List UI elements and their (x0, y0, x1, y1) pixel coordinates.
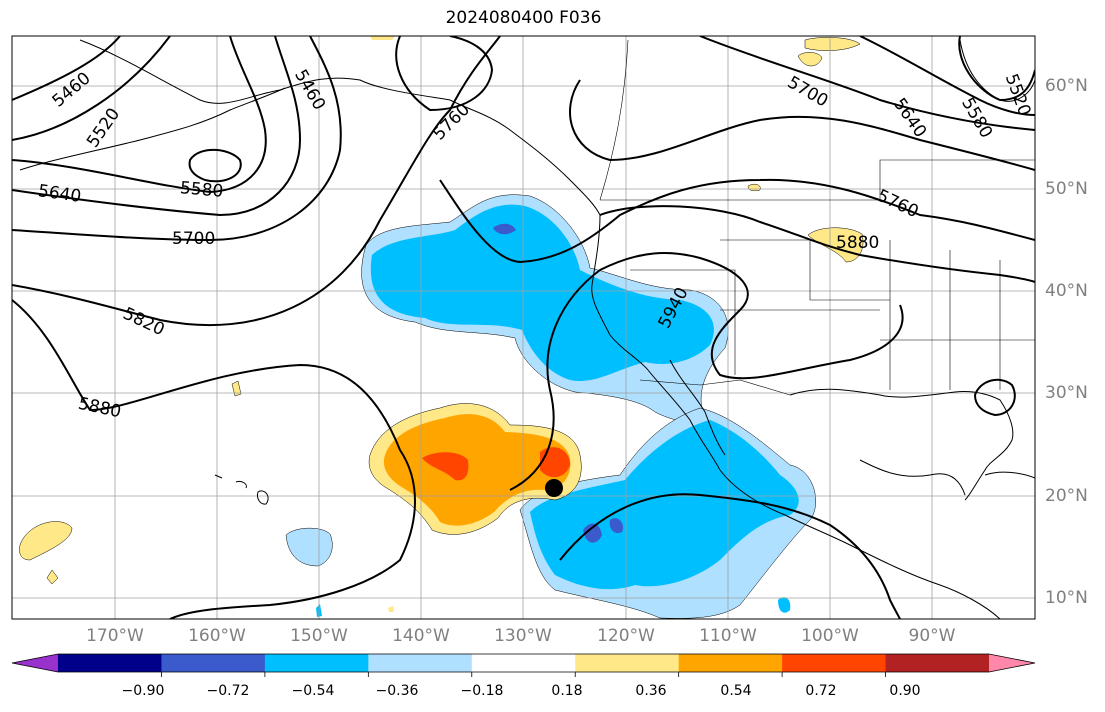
hawaii-3 (257, 490, 269, 505)
colorbar-tick-label: −0.18 (460, 683, 504, 699)
colorbar-extend-high (989, 654, 1035, 672)
contour-label-5700: 5700 (172, 229, 216, 249)
lon-label-170w: 170°W (86, 626, 144, 646)
pos-patch-2 (46, 569, 59, 585)
lat-label-60n: 60°N (1045, 76, 1088, 96)
colorbar-segment (471, 654, 576, 672)
colorbar-segment (368, 654, 473, 672)
pos-patch-6 (797, 52, 823, 67)
cuba (984, 471, 1035, 479)
colorbar-tick-label: −0.72 (206, 683, 250, 699)
neg-dark-spot-2 (583, 523, 602, 543)
colorbar-segment (161, 654, 266, 672)
map-title: 2024080400 F036 (445, 8, 602, 28)
lon-label-100w: 100°W (801, 626, 859, 646)
pos-patch-3 (231, 380, 242, 397)
pos-patch-8 (370, 36, 395, 40)
pos-patch-7 (747, 183, 761, 192)
colorbar-segments (58, 654, 990, 672)
pos-patch-1 (19, 521, 73, 561)
contour-5760 (395, 36, 494, 112)
colorbar-tick-label: −0.54 (291, 683, 335, 699)
lon-label-110w: 110°W (699, 626, 757, 646)
neg-med-spot-4 (778, 597, 791, 613)
neg-med-region-2 (530, 420, 799, 590)
colorbar-segment (782, 654, 887, 672)
contour-5580-east (859, 36, 1035, 116)
lon-label-90w: 90°W (908, 626, 956, 646)
colorbar-segment (264, 654, 369, 672)
gulf-of-california (669, 359, 726, 456)
storm-center-marker (545, 479, 563, 497)
contour-5940-ring (973, 378, 1016, 417)
map-frame (11, 35, 1036, 620)
gulf-coast (789, 388, 1014, 501)
colorbar-tick-label: 0.54 (720, 683, 752, 699)
contour-5580 (12, 36, 267, 194)
contour-5760-east (439, 178, 1035, 264)
neg-dark-spot-3 (609, 518, 624, 534)
lat-label-20n: 20°N (1045, 486, 1088, 506)
colorbar-tick-label: 0.36 (635, 683, 667, 699)
lon-label-150w: 150°W (290, 626, 348, 646)
contour-5700-east (569, 79, 1035, 171)
contour-label-5880-east: 5880 (836, 233, 880, 253)
contour-5520 (12, 36, 171, 141)
colorbar (11, 653, 1036, 677)
contour-5640-east (699, 36, 1035, 131)
shaded-fields (19, 36, 864, 619)
contour-5520-east (958, 36, 1035, 102)
neg-med-region-1 (370, 204, 714, 381)
contour-5940 (509, 252, 904, 491)
neg-light-region-3 (285, 527, 333, 567)
contour-5940-b (559, 493, 901, 619)
lon-label-120w: 120°W (597, 626, 655, 646)
contour-5880 (12, 299, 416, 619)
pos-med-region-1 (383, 414, 571, 526)
contour-5460 (12, 36, 121, 101)
contour-5700 (12, 36, 342, 242)
baja-mexico-coast (647, 369, 1001, 619)
colorbar-segment (575, 654, 680, 672)
colorbar-tick-label: −0.36 (375, 683, 419, 699)
colorbar-segment (885, 654, 990, 672)
lat-label-30n: 30°N (1045, 383, 1088, 403)
contour-5880-east (599, 205, 1035, 283)
pos-high-spot-1 (422, 452, 469, 481)
contour-5580-low (188, 148, 242, 183)
colorbar-segment (58, 654, 162, 672)
us-west-coast (591, 214, 649, 371)
yucatan (859, 459, 966, 496)
lat-label-50n: 50°N (1045, 179, 1088, 199)
lat-label-40n: 40°N (1045, 281, 1088, 301)
lon-label-130w: 130°W (494, 626, 552, 646)
contour-5820 (12, 36, 501, 327)
neg-dark-spot-1 (493, 223, 516, 235)
lon-label-140w: 140°W (392, 626, 450, 646)
hawaii-2 (235, 481, 247, 489)
colorbar-tick-label: 0.72 (805, 683, 837, 699)
hawaii-1 (214, 474, 223, 479)
political-borders (599, 39, 1035, 396)
colorbar-tick-label: 0.90 (889, 683, 921, 699)
colorbar-tick-label: −0.90 (121, 683, 165, 699)
pos-patch-5 (804, 37, 861, 51)
colorbar-segment (678, 654, 783, 672)
pos-high-spot-2 (540, 447, 570, 478)
contour-5640 (12, 36, 302, 217)
colorbar-tick-label: 0.18 (551, 683, 583, 699)
lon-label-160w: 160°W (188, 626, 246, 646)
contour-label-5580: 5580 (179, 178, 225, 202)
height-contours (12, 36, 1035, 619)
aleutians (19, 87, 286, 171)
pos-patch-9 (388, 606, 394, 612)
alaska-coast (79, 39, 601, 216)
lat-label-10n: 10°N (1045, 588, 1088, 608)
colorbar-extend-low (12, 654, 58, 672)
